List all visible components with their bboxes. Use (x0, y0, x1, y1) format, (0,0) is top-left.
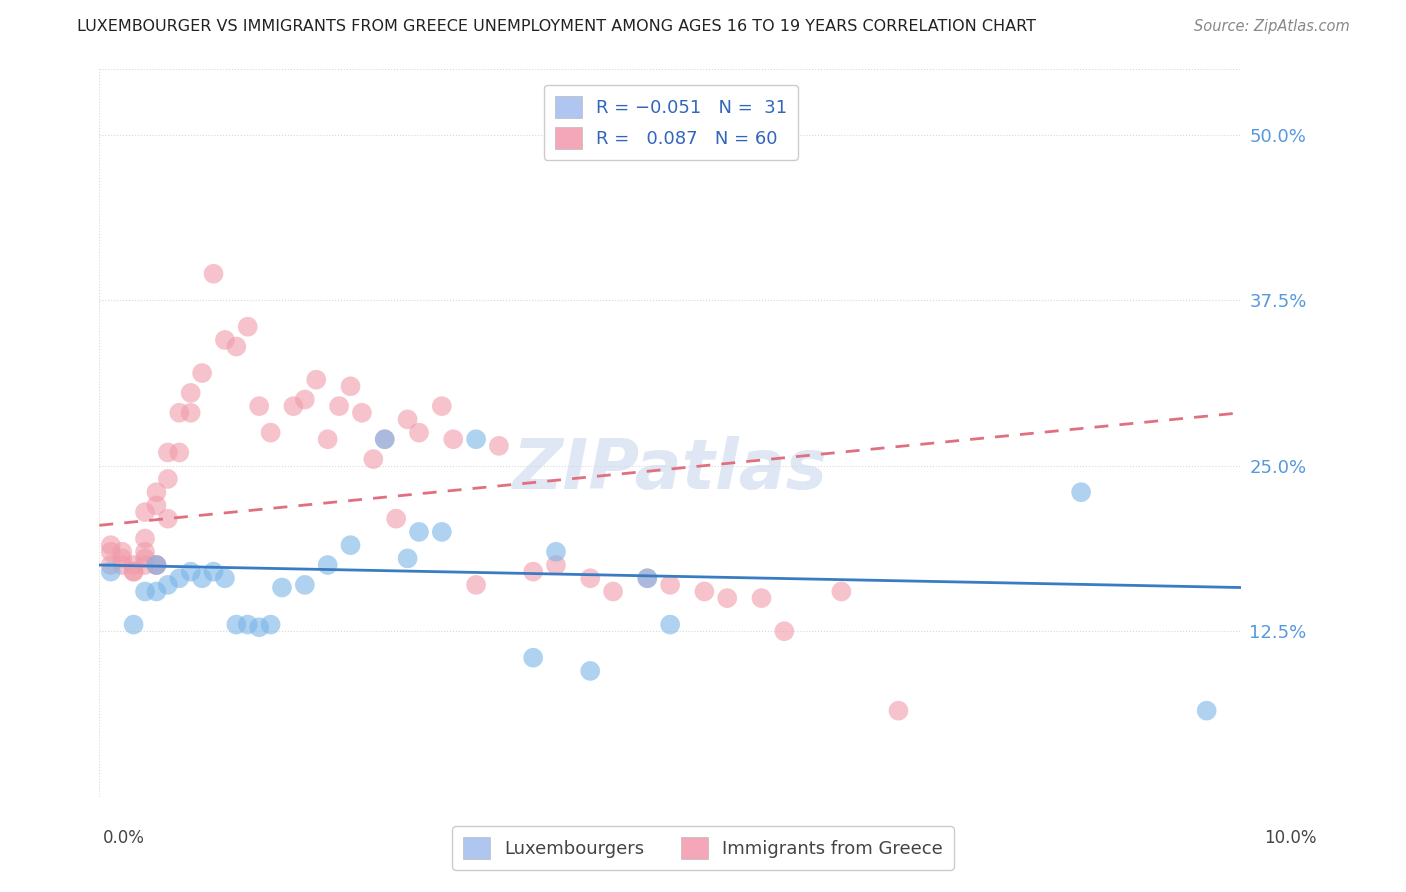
Point (636, 571, 658, 585)
Point (156, 472, 179, 486)
Point (316, 432, 339, 446)
Point (122, 565, 145, 579)
Point (122, 617, 145, 632)
Point (100, 565, 122, 579)
Point (830, 584, 852, 599)
Point (522, 650, 544, 665)
Point (465, 432, 488, 446)
Point (145, 558, 167, 572)
Text: Source: ZipAtlas.com: Source: ZipAtlas.com (1194, 20, 1350, 34)
Point (544, 545, 567, 559)
Point (887, 704, 910, 718)
Point (100, 538, 122, 552)
Point (271, 581, 294, 595)
Point (441, 432, 464, 446)
Point (111, 545, 134, 559)
Point (191, 571, 214, 585)
Point (202, 267, 225, 281)
Point (236, 319, 259, 334)
Point (169, 445, 191, 459)
Point (374, 432, 396, 446)
Point (180, 406, 202, 420)
Point (236, 617, 259, 632)
Point (751, 591, 773, 606)
Point (169, 571, 191, 585)
Point (145, 558, 167, 572)
Point (363, 452, 385, 467)
Text: LUXEMBOURGER VS IMMIGRANTS FROM GREECE UNEMPLOYMENT AMONG AGES 16 TO 19 YEARS CO: LUXEMBOURGER VS IMMIGRANTS FROM GREECE U… (77, 20, 1036, 34)
Point (259, 617, 281, 632)
Point (283, 399, 305, 413)
Point (693, 584, 716, 599)
Point (659, 617, 682, 632)
Point (659, 578, 682, 592)
Legend: R = −0.051   N =  31, R =   0.087   N = 60: R = −0.051 N = 31, R = 0.087 N = 60 (544, 85, 799, 160)
Point (716, 591, 738, 606)
Text: ZIPatlas: ZIPatlas (513, 435, 828, 502)
Point (156, 445, 179, 459)
Point (180, 565, 202, 579)
Point (156, 511, 179, 525)
Point (396, 412, 419, 426)
Point (145, 485, 167, 500)
Point (339, 538, 361, 552)
Point (134, 551, 156, 566)
Point (1070, 485, 1092, 500)
Point (134, 584, 156, 599)
Point (111, 551, 134, 566)
Point (522, 565, 544, 579)
Legend: Luxembourgers, Immigrants from Greece: Luxembourgers, Immigrants from Greece (453, 826, 953, 870)
Point (465, 578, 488, 592)
Point (122, 565, 145, 579)
Point (225, 617, 247, 632)
Point (180, 385, 202, 400)
Point (636, 571, 658, 585)
Point (191, 366, 214, 380)
Point (408, 524, 430, 539)
Point (385, 511, 408, 525)
Point (430, 399, 453, 413)
Point (145, 584, 167, 599)
Point (225, 340, 247, 354)
Point (294, 392, 316, 407)
Point (259, 425, 281, 440)
Point (169, 406, 191, 420)
Point (145, 558, 167, 572)
Point (134, 558, 156, 572)
Point (316, 558, 339, 572)
Point (579, 571, 602, 585)
Point (122, 558, 145, 572)
Point (339, 379, 361, 393)
Point (305, 373, 328, 387)
Point (488, 439, 510, 453)
Point (430, 524, 453, 539)
Point (214, 333, 236, 347)
Point (247, 399, 270, 413)
Text: 10.0%: 10.0% (1264, 829, 1317, 847)
Point (579, 664, 602, 678)
Point (350, 406, 373, 420)
Point (544, 558, 567, 572)
Point (773, 624, 796, 639)
Point (294, 578, 316, 592)
Point (156, 578, 179, 592)
Point (134, 505, 156, 519)
Point (602, 584, 624, 599)
Point (202, 565, 225, 579)
Point (111, 558, 134, 572)
Point (100, 558, 122, 572)
Point (328, 399, 350, 413)
Point (408, 425, 430, 440)
Point (396, 551, 419, 566)
Point (134, 532, 156, 546)
Point (374, 432, 396, 446)
Text: 0.0%: 0.0% (103, 829, 145, 847)
Point (145, 499, 167, 513)
Point (247, 620, 270, 634)
Point (134, 545, 156, 559)
Point (1195, 704, 1218, 718)
Point (214, 571, 236, 585)
Point (100, 545, 122, 559)
